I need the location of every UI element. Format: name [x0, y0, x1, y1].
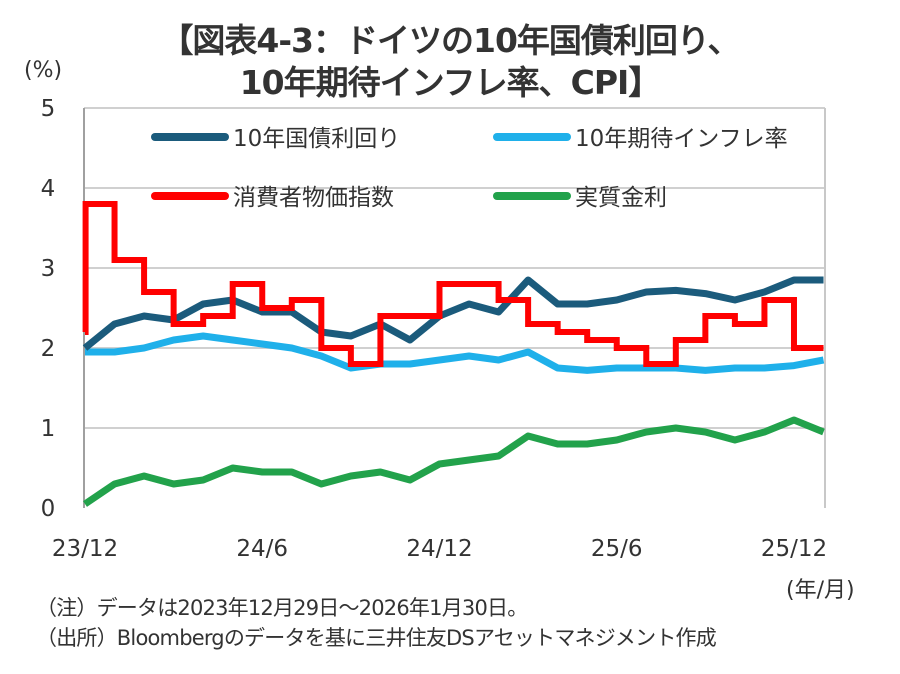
series-line-2	[82, 201, 824, 367]
x-tick-label: 24/6	[236, 536, 288, 562]
legend-label: 消費者物価指数	[233, 185, 394, 211]
y-tick-label: 0	[41, 496, 56, 522]
y-tick-label: 1	[41, 416, 56, 442]
x-axis-unit: (年/月)	[786, 578, 855, 603]
x-tick-label: 24/12	[406, 536, 472, 562]
y-axis-unit: (%)	[24, 58, 63, 83]
x-tick-label: 25/12	[761, 536, 827, 562]
chart-note: （注）データは2023年12月29日～2026年1月30日。	[36, 596, 528, 620]
chart-title-line2: 10年期待インフレ率、CPI】	[239, 63, 662, 102]
series-line-1	[85, 332, 825, 374]
y-tick-label: 3	[41, 256, 56, 282]
legend-label: 10年期待インフレ率	[575, 126, 788, 152]
legend-label: 実質金利	[575, 185, 667, 211]
y-tick-label: 4	[41, 176, 56, 202]
chart-title-line1: 【図表4-3：ドイツの10年国債利回り、	[160, 21, 740, 60]
series-line-0	[82, 276, 824, 351]
y-tick-label: 5	[41, 96, 56, 122]
legend-label: 10年国債利回り	[233, 126, 400, 152]
x-tick-label: 25/6	[591, 536, 643, 562]
x-tick-label: 23/12	[52, 536, 118, 562]
chart-source: （出所）Bloombergのデータを基に三井住友DSアセットマネジメント作成	[36, 626, 717, 650]
series-line-3	[83, 416, 825, 507]
y-tick-label: 2	[41, 336, 56, 362]
